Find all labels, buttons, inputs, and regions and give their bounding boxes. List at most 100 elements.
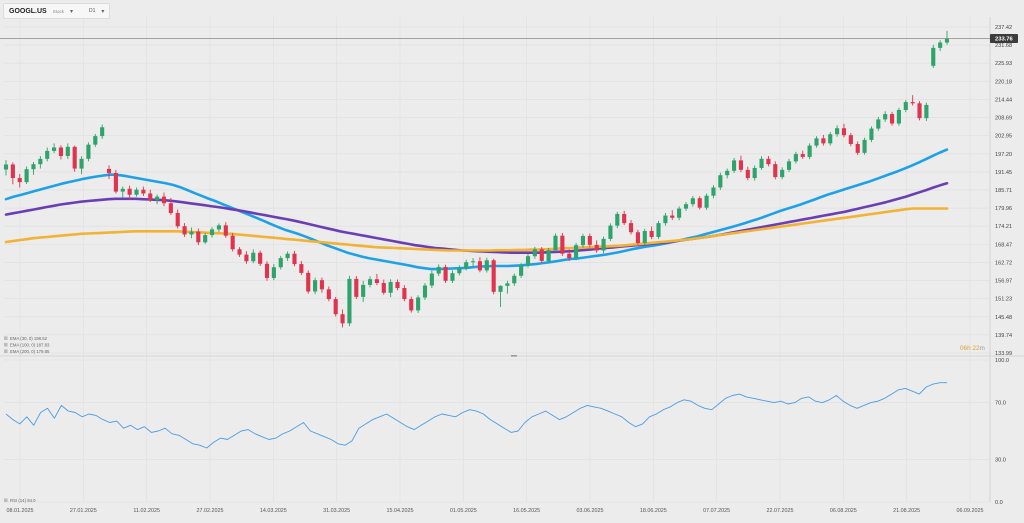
y-tick-label: 185.71 bbox=[995, 188, 1012, 194]
x-tick-label: 16.05.2025 bbox=[513, 508, 540, 514]
y-tick-label: 197.20 bbox=[995, 152, 1012, 158]
candle-down bbox=[800, 154, 805, 157]
legend-entry: EMA (100, 0) 187.83 bbox=[10, 343, 50, 348]
candle-up bbox=[271, 267, 276, 278]
candle-down bbox=[292, 253, 297, 265]
rsi-tick-label: 70.0 bbox=[995, 401, 1006, 407]
candle-up bbox=[209, 229, 215, 236]
pane-resize-handle[interactable] bbox=[511, 355, 517, 357]
x-tick-label: 11.02.2025 bbox=[133, 508, 160, 514]
y-tick-label: 168.47 bbox=[995, 242, 1012, 248]
rsi-tick-label: 100.0 bbox=[995, 358, 1009, 364]
candle-up bbox=[931, 47, 936, 66]
legend-icon[interactable] bbox=[4, 342, 8, 347]
candle-up bbox=[656, 223, 661, 237]
legend-icon[interactable] bbox=[4, 336, 8, 340]
legend-entry: EMA (30, 0) 198.52 bbox=[10, 336, 48, 341]
candle-up bbox=[944, 38, 950, 43]
candle-up bbox=[24, 169, 29, 183]
legend-icon[interactable] bbox=[4, 498, 8, 502]
x-tick-label: 15.04.2025 bbox=[387, 508, 414, 514]
candle-up bbox=[814, 138, 819, 146]
candle-up bbox=[580, 236, 586, 246]
y-tick-label: 220.18 bbox=[995, 79, 1012, 85]
y-tick-label: 208.69 bbox=[995, 116, 1012, 122]
candle-down bbox=[587, 236, 592, 245]
candle-down bbox=[841, 128, 847, 136]
candle-up bbox=[704, 195, 709, 208]
candle-up bbox=[203, 235, 208, 243]
candle-down bbox=[670, 215, 675, 218]
candle-down bbox=[443, 266, 448, 281]
current-price-tag bbox=[990, 34, 1018, 44]
candle-down bbox=[168, 203, 173, 214]
candle-down bbox=[628, 223, 634, 233]
candle-up bbox=[120, 188, 125, 192]
candle-up bbox=[525, 256, 531, 266]
candle-down bbox=[848, 135, 853, 144]
candle-up bbox=[828, 134, 833, 144]
candle-down bbox=[72, 146, 77, 169]
y-tick-label: 139.74 bbox=[995, 333, 1012, 339]
legend-entry: EMA (200, 0) 179.85 bbox=[10, 349, 50, 354]
y-tick-label: 214.44 bbox=[995, 97, 1012, 103]
candle-down bbox=[182, 226, 187, 235]
candle-down bbox=[745, 169, 750, 179]
candle-down bbox=[773, 164, 778, 178]
candle-up bbox=[505, 283, 510, 286]
candle-down bbox=[264, 263, 270, 278]
candle-down bbox=[326, 289, 331, 300]
symbol-kind: Stock bbox=[52, 8, 64, 14]
candle-up bbox=[52, 147, 57, 151]
candle-up bbox=[896, 109, 901, 124]
candle-down bbox=[395, 282, 400, 289]
symbol-selector[interactable]: GOOGL.US Stock ▾ D1 ▾ bbox=[3, 3, 111, 19]
legend-icon[interactable] bbox=[4, 349, 8, 353]
candle-up bbox=[924, 104, 929, 119]
candle-up bbox=[752, 167, 757, 179]
chevron-down-icon[interactable]: ▾ bbox=[70, 8, 74, 15]
candle-up bbox=[278, 258, 283, 268]
candle-down bbox=[161, 196, 167, 204]
candle-up bbox=[553, 235, 558, 251]
timeframe-selector[interactable]: D1 bbox=[89, 8, 96, 14]
chevron-down-icon[interactable]: ▾ bbox=[101, 8, 105, 15]
candle-up bbox=[93, 136, 98, 145]
y-tick-label: 174.21 bbox=[995, 224, 1012, 230]
candle-up bbox=[883, 114, 888, 120]
candle-up bbox=[938, 42, 943, 48]
candle-down bbox=[244, 254, 249, 262]
candle-down bbox=[333, 299, 338, 315]
candle-down bbox=[567, 253, 572, 259]
candle-up bbox=[457, 268, 462, 274]
y-tick-label: 191.45 bbox=[995, 170, 1012, 176]
candle-up bbox=[436, 266, 441, 274]
rsi-legend: RSI (14) 84.0 bbox=[10, 498, 36, 503]
candle-up bbox=[189, 231, 194, 235]
candle-down bbox=[230, 235, 235, 250]
candle-down bbox=[223, 225, 228, 236]
candle-down bbox=[237, 249, 242, 255]
candle-up bbox=[134, 189, 139, 195]
candle-down bbox=[491, 260, 496, 292]
x-tick-label: 01.05.2025 bbox=[450, 508, 477, 514]
candle-up bbox=[690, 198, 695, 205]
candle-down bbox=[196, 231, 201, 243]
candle-up bbox=[601, 238, 606, 251]
y-tick-label: 237.42 bbox=[995, 25, 1012, 31]
candle-up bbox=[498, 285, 503, 292]
candle-up bbox=[450, 273, 455, 281]
candle-down bbox=[594, 244, 599, 251]
candle-down bbox=[319, 280, 325, 290]
x-tick-label: 14.03.2025 bbox=[260, 508, 287, 514]
x-tick-label: 22.07.2025 bbox=[767, 508, 794, 514]
x-tick-label: 31.03.2025 bbox=[323, 508, 350, 514]
candle-down bbox=[10, 164, 15, 179]
x-tick-label: 03.06.2025 bbox=[577, 508, 604, 514]
candle-down bbox=[889, 114, 895, 124]
candle-up bbox=[347, 278, 352, 324]
candle-up bbox=[903, 102, 908, 110]
candle-up bbox=[574, 245, 579, 259]
candle-up bbox=[608, 225, 613, 239]
